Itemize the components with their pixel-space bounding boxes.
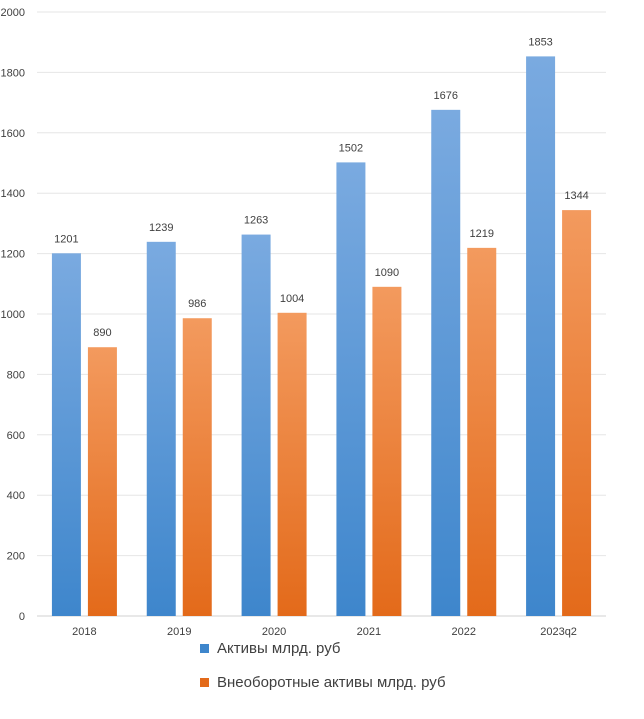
y-tick-label: 1800 <box>1 67 25 79</box>
legend-item-series-1: Активы млрд. руб <box>200 638 446 658</box>
x-tick-label: 2018 <box>72 626 96 638</box>
data-label: 1239 <box>149 222 173 234</box>
x-tick-label: 2021 <box>357 626 381 638</box>
x-tick-label: 2020 <box>262 626 286 638</box>
y-tick-label: 1200 <box>1 249 25 261</box>
legend-label-series-1: Активы млрд. руб <box>217 639 341 657</box>
data-label: 1090 <box>375 267 399 279</box>
bar-noncurrent-assets-2018 <box>87 347 117 616</box>
data-label: 890 <box>93 327 111 339</box>
y-tick-label: 1400 <box>1 188 25 200</box>
x-tick-label: 2022 <box>452 626 476 638</box>
x-tick-label: 2023q2 <box>540 626 577 638</box>
data-label: 986 <box>188 298 206 310</box>
x-tick-label: 2019 <box>167 626 191 638</box>
bar-noncurrent-assets-2023q2 <box>562 210 592 616</box>
data-label: 1263 <box>244 215 268 227</box>
y-tick-label: 600 <box>7 430 25 442</box>
y-axis-ticks: 0 200 400 600 800 1000 1200 1400 1600 1800 2000 <box>1 7 25 623</box>
y-tick-label: 0 <box>19 611 25 623</box>
legend-label-series-2: Внеоборотные активы млрд. руб <box>217 673 446 691</box>
bar-noncurrent-assets-2020 <box>277 312 307 616</box>
data-label: 1004 <box>280 293 304 305</box>
bar-assets-2023q2 <box>526 56 556 617</box>
legend: Активы млрд. руб Внеоборотные активы млр… <box>200 638 446 706</box>
bar-noncurrent-assets-2019 <box>182 318 212 616</box>
y-tick-label: 1600 <box>1 128 25 140</box>
y-tick-label: 800 <box>7 369 25 381</box>
data-label: 1676 <box>434 90 458 102</box>
legend-item-series-2: Внеоборотные активы млрд. руб <box>200 672 446 692</box>
data-labels: 1201 890 1239 986 1263 1004 1502 1090 1676 1219 18… <box>54 36 589 339</box>
bar-assets-2022 <box>431 109 461 617</box>
gridlines <box>37 11 606 617</box>
bar-noncurrent-assets-2021 <box>372 286 402 616</box>
legend-swatch-series-2 <box>200 677 209 687</box>
x-axis-ticks: 2018 2019 2020 2021 2022 2023q2 <box>72 626 577 638</box>
data-label: 1853 <box>528 36 552 48</box>
y-tick-label: 1000 <box>1 309 25 321</box>
bar-assets-2020 <box>241 234 271 616</box>
legend-swatch-series-1 <box>200 643 209 653</box>
data-label: 1344 <box>564 190 588 202</box>
bar-assets-2021 <box>336 162 366 616</box>
data-label: 1201 <box>54 233 78 245</box>
y-tick-label: 200 <box>7 551 25 563</box>
data-label: 1219 <box>470 228 494 240</box>
y-tick-label: 400 <box>7 490 25 502</box>
bars <box>51 56 592 617</box>
y-tick-label: 2000 <box>1 7 25 19</box>
bar-noncurrent-assets-2022 <box>467 247 497 616</box>
bar-assets-2018 <box>51 253 81 616</box>
data-label: 1502 <box>339 142 363 154</box>
bar-assets-2019 <box>146 241 176 616</box>
